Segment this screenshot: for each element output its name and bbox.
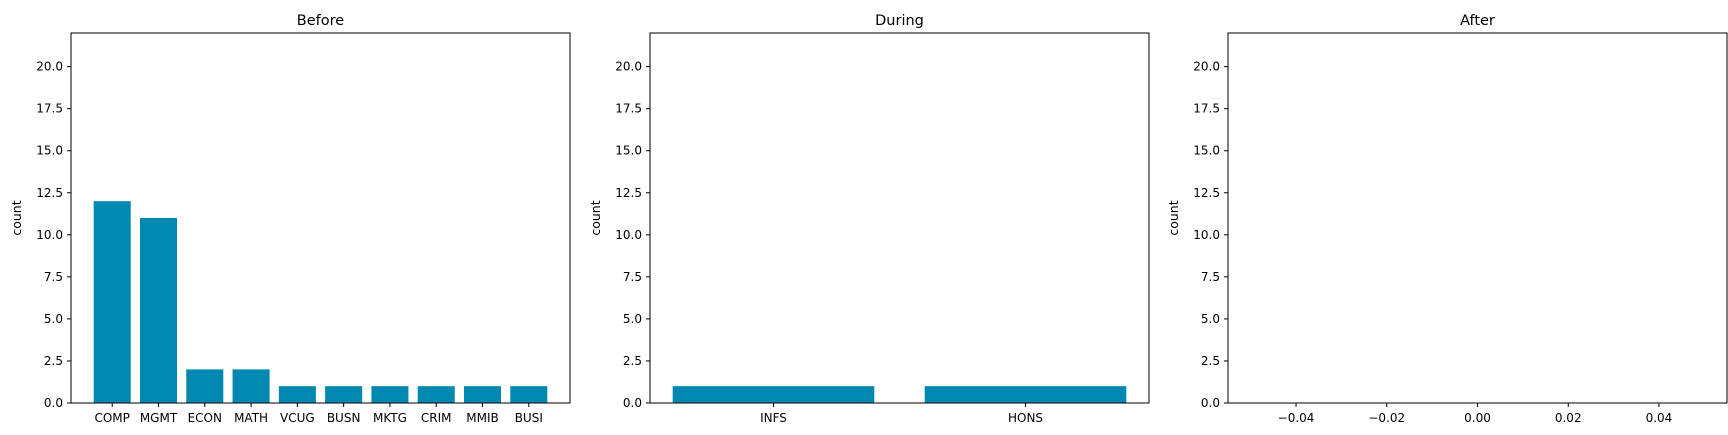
x-tick-label: MMIB xyxy=(466,411,498,425)
y-tick-label: 17.5 xyxy=(36,102,63,116)
x-tick-label: MKTG xyxy=(373,411,407,425)
y-axis-label: count xyxy=(9,200,24,235)
y-tick-label: 12.5 xyxy=(615,186,642,200)
bar-crim xyxy=(417,386,455,403)
x-tick-label: BUSN xyxy=(327,411,361,425)
chart-panel-2: INFS HONS 0.0 2.5 5.0 7.5 10.0 12.5 15.0 17.5 20.0… xyxy=(588,13,1150,425)
y-tick-label: 7.5 xyxy=(623,270,642,284)
x-tick-label: −0.02 xyxy=(1368,411,1405,425)
y-tick-label: 10.0 xyxy=(36,228,63,242)
y-tick-label: 5.0 xyxy=(623,312,642,326)
x-tick-label: MATH xyxy=(234,411,268,425)
bar-busi xyxy=(510,386,548,403)
x-tick-label: CRIM xyxy=(421,411,452,425)
y-tick-label: 15.0 xyxy=(1193,144,1220,158)
bar-busn xyxy=(325,386,363,403)
bar-infs xyxy=(672,386,875,403)
bar-hons xyxy=(924,386,1127,403)
y-tick-label: 2.5 xyxy=(1201,354,1220,368)
bar-mmib xyxy=(463,386,502,403)
y-tick-label: 7.5 xyxy=(1201,270,1220,284)
y-tick-label: 2.5 xyxy=(44,354,63,368)
y-tick-label: 12.5 xyxy=(36,186,63,200)
x-tick-label: COMP xyxy=(94,411,129,425)
bar-mgmt xyxy=(139,218,178,403)
y-tick-label: 2.5 xyxy=(623,354,642,368)
y-tick-label: 15.0 xyxy=(615,144,642,158)
y-tick-label: 17.5 xyxy=(615,102,642,116)
y-tick-label: 12.5 xyxy=(1193,186,1220,200)
y-tick-label: 0.0 xyxy=(623,396,642,410)
x-tick-label: ECON xyxy=(188,411,222,425)
y-tick-label: 0.0 xyxy=(1201,396,1220,410)
x-tick-label: 0.04 xyxy=(1646,411,1673,425)
y-axis-label: count xyxy=(588,200,603,235)
y-tick-label: 5.0 xyxy=(44,312,63,326)
y-axis-label: count xyxy=(1166,200,1181,235)
chart-title: Before xyxy=(297,13,344,29)
y-tick-label: 20.0 xyxy=(615,60,642,74)
chart-title: After xyxy=(1460,13,1495,29)
y-tick-label: 10.0 xyxy=(1193,228,1220,242)
axes-frame xyxy=(70,32,571,404)
x-tick-label: 0.02 xyxy=(1555,411,1582,425)
y-tick-label: 0.0 xyxy=(44,396,63,410)
bar-comp xyxy=(93,201,131,403)
chart-title: During xyxy=(875,13,924,29)
y-tick-label: 5.0 xyxy=(1201,312,1220,326)
x-tick-label: VCUG xyxy=(280,411,315,425)
x-tick-label: 0.00 xyxy=(1464,411,1491,425)
x-tick-label: −0.04 xyxy=(1278,411,1315,425)
x-tick-label: MGMT xyxy=(140,411,178,425)
y-tick-label: 15.0 xyxy=(36,144,63,158)
bar-vcug xyxy=(278,386,316,403)
bar-math xyxy=(232,369,270,403)
x-tick-label: INFS xyxy=(760,411,787,425)
y-tick-label: 20.0 xyxy=(36,60,63,74)
x-tick-label: BUSI xyxy=(515,411,543,425)
axes-frame xyxy=(649,32,1150,404)
y-tick-label: 7.5 xyxy=(44,270,63,284)
y-tick-label: 17.5 xyxy=(1193,102,1220,116)
y-tick-label: 10.0 xyxy=(615,228,642,242)
axes-frame xyxy=(1227,32,1728,404)
chart-panel-3: −0.04 −0.02 0.00 0.02 0.04 0.0 2.5 5.0 7.5 10.0 12… xyxy=(1166,13,1728,425)
x-tick-label: HONS xyxy=(1008,411,1043,425)
bar-mktg xyxy=(371,386,409,403)
bar-econ xyxy=(186,369,224,403)
chart-panel-1: COMP MGMT ECON MATH VCUG BUSN MKTG CRIM MMIB BUSI… xyxy=(9,13,571,425)
y-tick-label: 20.0 xyxy=(1193,60,1220,74)
